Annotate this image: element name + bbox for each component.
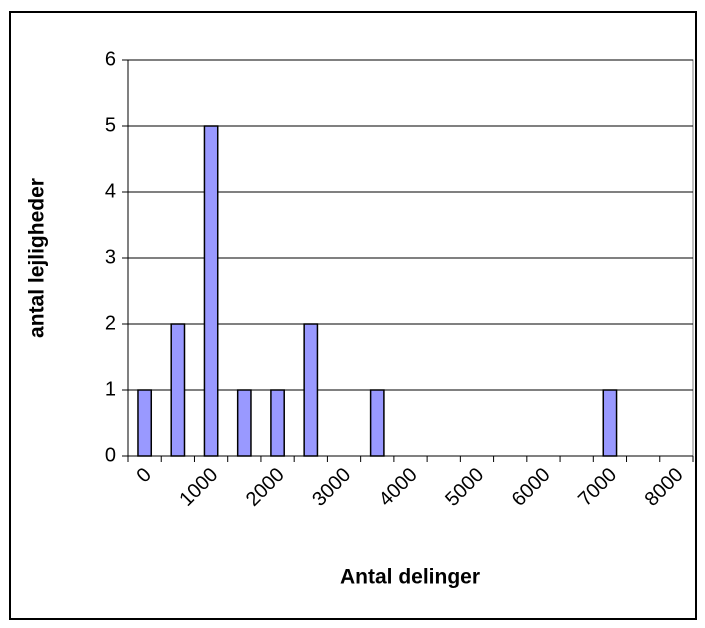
bar (602, 389, 618, 457)
bar (236, 389, 252, 457)
bar (369, 389, 385, 457)
y-tick-label: 1 (105, 378, 116, 400)
y-tick-label: 3 (105, 246, 116, 268)
y-tick-label: 0 (105, 444, 116, 466)
chart-border (9, 11, 697, 620)
bar (303, 323, 319, 457)
bar (203, 125, 219, 457)
x-axis-title: Antal delinger (340, 566, 480, 589)
bar (170, 323, 186, 457)
bar (137, 389, 153, 457)
y-tick-label: 4 (105, 180, 116, 202)
y-tick-label: 5 (105, 114, 116, 136)
bar (270, 389, 285, 457)
y-tick-label: 6 (105, 48, 116, 70)
y-tick-label: 2 (105, 312, 116, 334)
y-axis-title: antal lejligheder (26, 178, 49, 338)
